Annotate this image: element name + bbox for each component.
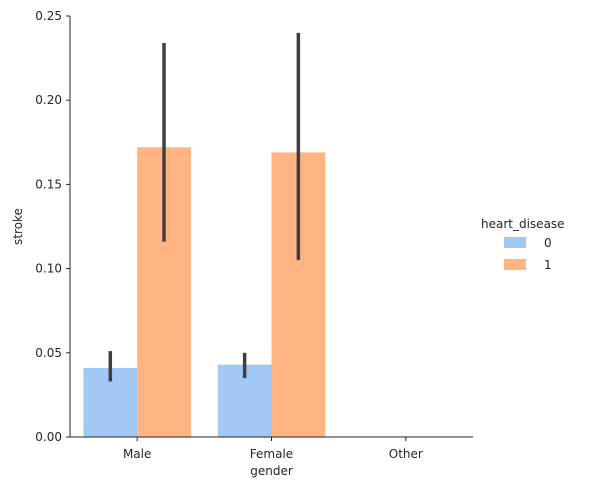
- x-ticks: Male Female Other: [123, 437, 423, 461]
- y-tick-label: 0.25: [35, 9, 62, 23]
- error-bars: [108, 32, 301, 382]
- legend-label: 0: [544, 236, 552, 250]
- legend-swatch: [504, 259, 526, 270]
- legend-title: heart_disease: [481, 217, 565, 231]
- bars: [83, 147, 326, 438]
- y-tick-label: 0.00: [35, 430, 62, 444]
- x-tick-label: Male: [123, 447, 151, 461]
- legend: heart_disease 0 1: [481, 217, 565, 272]
- y-axis-label: stroke: [11, 208, 25, 245]
- y-ticks: 0.00 0.05 0.10 0.15 0.20 0.25: [35, 9, 70, 444]
- x-tick-label: Other: [389, 447, 423, 461]
- x-tick-label: Female: [250, 447, 293, 461]
- y-tick-label: 0.05: [35, 346, 62, 360]
- y-tick-label: 0.10: [35, 262, 62, 276]
- legend-label: 1: [544, 258, 552, 272]
- legend-swatch: [504, 237, 526, 248]
- y-tick-label: 0.15: [35, 177, 62, 191]
- y-tick-label: 0.20: [35, 93, 62, 107]
- x-axis-label: gender: [250, 464, 293, 478]
